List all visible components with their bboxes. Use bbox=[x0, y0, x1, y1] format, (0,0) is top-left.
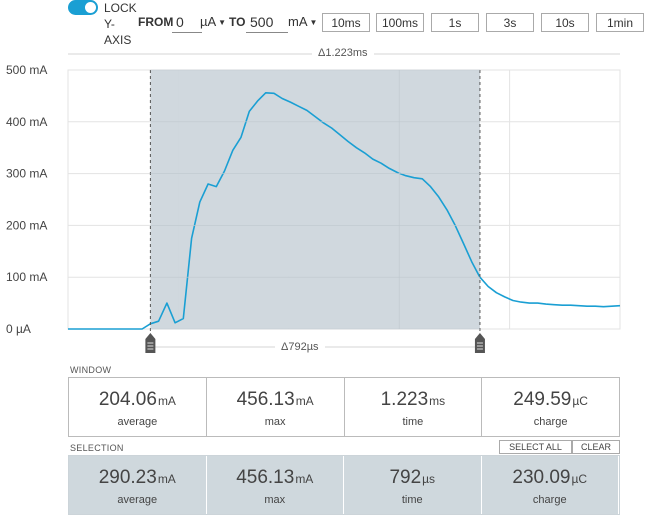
clear-button[interactable]: CLEAR bbox=[572, 440, 620, 454]
to-value-input[interactable] bbox=[246, 12, 288, 33]
window-charge-label: charge bbox=[533, 416, 568, 428]
window-max-value: 456.13mA bbox=[207, 389, 344, 411]
unit: µs bbox=[422, 472, 436, 486]
y-tick-label: 500 mA bbox=[6, 63, 47, 77]
chevron-down-icon: ▼ bbox=[309, 18, 318, 28]
selection-stats: 290.23mA average 456.13mA max 792µs time… bbox=[68, 455, 620, 515]
window-average-label: average bbox=[117, 416, 158, 428]
selection-handles bbox=[145, 333, 485, 353]
unit: ms bbox=[429, 394, 446, 408]
from-unit-select[interactable]: µA ▼ bbox=[200, 14, 226, 29]
current-series-line bbox=[68, 92, 621, 330]
y-tick-label: 200 mA bbox=[6, 218, 47, 232]
window-time-label: time bbox=[402, 416, 424, 428]
range-button-10ms[interactable]: 10ms bbox=[322, 13, 370, 32]
unit: mA bbox=[295, 472, 314, 486]
selection-max-label: max bbox=[264, 494, 286, 506]
from-value-input[interactable] bbox=[172, 12, 202, 33]
selection-handle[interactable] bbox=[145, 333, 156, 353]
from-label: FROM bbox=[138, 15, 174, 29]
selection-time-value: 792µs bbox=[344, 467, 481, 489]
selection-time-cell: 792µs time bbox=[344, 456, 482, 514]
selection-charge-cell: 230.09µC charge bbox=[482, 456, 619, 514]
selection-handle[interactable] bbox=[474, 333, 485, 353]
selection-average-label: average bbox=[117, 494, 158, 506]
toggle-knob bbox=[85, 2, 96, 13]
selection-section-title: SELECTION bbox=[70, 443, 124, 453]
from-unit-value: µA bbox=[200, 14, 217, 29]
range-button-10s[interactable]: 10s bbox=[541, 13, 589, 32]
selection-time-label: time bbox=[401, 494, 423, 506]
current-chart[interactable]: 500 mA 400 mA 300 mA 200 mA 100 mA 0 µA bbox=[0, 40, 650, 360]
window-section-title: WINDOW bbox=[70, 365, 112, 375]
chart-series bbox=[67, 92, 621, 330]
window-max-label: max bbox=[264, 416, 286, 428]
selection-charge-value: 230.09µC bbox=[482, 467, 619, 489]
chevron-down-icon: ▼ bbox=[218, 18, 227, 28]
selection-average-cell: 290.23mA average bbox=[69, 456, 207, 514]
unit: mA bbox=[295, 394, 314, 408]
selection-average-value: 290.23mA bbox=[69, 467, 206, 489]
value: 204.06 bbox=[98, 389, 157, 410]
range-button-100ms[interactable]: 100ms bbox=[376, 13, 424, 32]
window-time-cell: 1.223ms time bbox=[345, 378, 483, 436]
lock-y-axis-toggle[interactable] bbox=[68, 0, 98, 15]
y-tick-label: 300 mA bbox=[6, 167, 47, 181]
window-time-value: 1.223ms bbox=[345, 389, 482, 411]
window-average-value: 204.06mA bbox=[69, 389, 206, 411]
range-button-1min[interactable]: 1min bbox=[596, 13, 644, 32]
y-tick-label: 400 mA bbox=[6, 115, 47, 129]
value: 456.13 bbox=[236, 389, 295, 410]
selection-max-cell: 456.13mA max bbox=[207, 456, 344, 514]
selection-region[interactable] bbox=[150, 70, 480, 329]
window-charge-cell: 249.59µC charge bbox=[482, 378, 619, 436]
y-tick-label: 0 µA bbox=[6, 322, 31, 336]
to-label: TO bbox=[229, 15, 246, 29]
window-max-cell: 456.13mA max bbox=[207, 378, 345, 436]
select-all-button[interactable]: SELECT ALL bbox=[499, 440, 572, 454]
value: 249.59 bbox=[513, 389, 572, 410]
unit: µC bbox=[571, 472, 588, 486]
lock-y-axis-label: LOCK Y-AXIS bbox=[104, 1, 137, 47]
value: 792 bbox=[389, 467, 422, 488]
selection-duration-label: Δ792µs bbox=[275, 341, 325, 353]
y-tick-label: 100 mA bbox=[6, 270, 47, 284]
window-duration-label: Δ1.223ms bbox=[312, 47, 374, 59]
selection-charge-label: charge bbox=[532, 494, 567, 506]
value: 230.09 bbox=[512, 467, 571, 488]
unit: mA bbox=[157, 394, 176, 408]
to-unit-select[interactable]: mA ▼ bbox=[288, 14, 317, 29]
range-button-3s[interactable]: 3s bbox=[486, 13, 534, 32]
unit: µC bbox=[572, 394, 588, 408]
window-stats: 204.06mA average 456.13mA max 1.223ms ti… bbox=[68, 377, 620, 437]
to-unit-value: mA bbox=[288, 14, 308, 29]
value: 456.13 bbox=[236, 467, 295, 488]
unit: mA bbox=[157, 472, 176, 486]
range-button-1s[interactable]: 1s bbox=[431, 13, 479, 32]
toolbar: LOCK Y-AXIS FROM µA▼ TO mA▼ 10ms 100ms 1… bbox=[0, 0, 650, 50]
y-axis-labels: 500 mA 400 mA 300 mA 200 mA 100 mA 0 µA bbox=[6, 63, 47, 336]
window-average-cell: 204.06mA average bbox=[69, 378, 207, 436]
window-charge-value: 249.59µC bbox=[482, 389, 619, 411]
value: 1.223 bbox=[380, 389, 429, 410]
value: 290.23 bbox=[98, 467, 157, 488]
selection-max-value: 456.13mA bbox=[207, 467, 344, 489]
